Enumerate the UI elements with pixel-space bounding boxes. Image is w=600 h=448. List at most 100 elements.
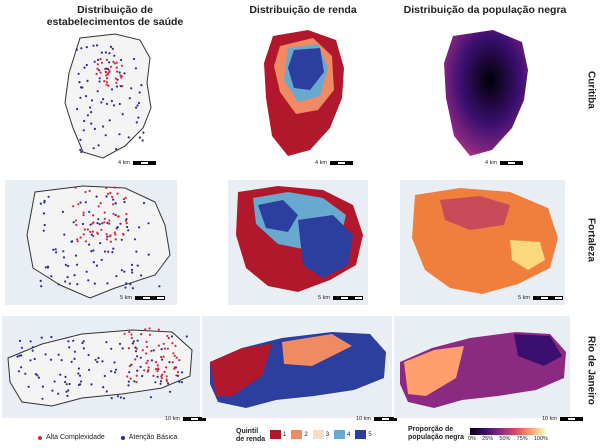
facility-high-marker [157,344,160,347]
facility-basic-marker [61,210,64,213]
facility-high-marker [79,236,82,239]
facility-basic-marker [83,119,86,123]
facility-basic-marker [73,357,76,360]
scale-rio-income: 10 km [356,416,397,422]
facility-high-marker [113,231,116,234]
facility-basic-marker [68,382,71,386]
facility-high-marker [103,217,106,220]
facility-basic-marker [44,353,47,356]
facility-basic-marker [95,264,98,267]
facility-basic-marker [55,251,58,254]
facility-basic-marker [100,258,103,261]
legend-high-label: Alta Complexidade [46,434,105,441]
facility-basic-marker [128,371,131,374]
facility-basic-marker [110,88,114,91]
facility-basic-marker [112,247,115,250]
facility-high-marker [105,186,108,190]
facility-basic-marker [68,346,71,349]
facility-basic-marker [133,238,137,241]
facility-basic-marker [121,347,124,350]
facility-basic-marker [87,353,90,357]
facility-high-marker [76,240,79,243]
facility-basic-marker [168,361,171,364]
facility-high-marker [105,74,108,77]
map-rio-income [202,316,392,418]
facility-high-marker [127,347,130,350]
scale-rio-black: 10 km [542,416,583,422]
facility-high-marker [148,327,151,330]
facility-basic-marker [118,71,121,74]
facility-basic-marker [95,195,98,198]
facility-high-marker [165,375,168,378]
facility-high-marker [125,222,128,225]
facility-high-marker [176,371,180,374]
facility-high-marker [108,70,111,73]
facility-basic-marker [102,98,105,101]
facility-basic-marker [96,90,99,93]
facility-basic-marker [102,125,105,128]
facility-basic-marker [41,397,44,400]
facility-high-marker [84,190,87,194]
facility-basic-marker [136,369,139,372]
facility-basic-marker [82,129,85,132]
map-curitiba-income [258,28,348,160]
quintile-swatch-icon [334,430,346,439]
facility-high-marker [89,230,92,233]
facility-basic-marker [105,341,108,344]
legend-black-ticks: 0% 25% 50% 75% 100% [468,436,548,442]
facility-basic-marker [79,201,82,204]
facility-high-marker [171,342,174,345]
facility-basic-marker [20,354,23,357]
facility-high-marker [160,377,163,380]
facility-basic-marker [135,121,138,124]
column-title-income: Distribuição de renda [249,4,357,16]
facility-high-marker [178,359,181,362]
facility-basic-marker [18,354,21,357]
facility-high-marker [105,77,109,80]
facility-basic-marker [105,102,108,105]
facility-basic-marker [141,139,144,142]
facility-high-marker [123,332,126,335]
facility-high-marker [105,58,108,61]
facility-basic-marker [138,136,141,139]
facility-basic-marker [90,111,93,114]
facility-basic-marker [92,147,95,150]
facility-basic-marker [98,223,101,226]
facility-high-marker [160,375,163,378]
scale-rio-health: 10 km [165,416,206,422]
facility-basic-marker [39,279,42,282]
facility-basic-marker [180,381,183,384]
facility-high-marker [104,67,107,71]
facility-basic-marker [92,261,95,264]
facility-basic-marker [103,374,106,378]
facility-basic-marker [110,99,113,103]
facility-basic-marker [78,374,82,377]
legend-basic-label: Atenção Básica [128,434,178,441]
facility-basic-marker [139,365,142,368]
facility-high-marker [175,356,178,359]
facility-basic-marker [104,134,107,137]
facility-basic-marker [63,233,66,236]
facility-basic-marker [97,144,100,147]
scale-curitiba-health: 4 km [118,160,156,166]
dot-high-icon [38,435,42,440]
facility-basic-marker [29,359,32,362]
facility-basic-marker [139,356,142,359]
facility-basic-marker [40,285,43,288]
facility-high-marker [114,238,117,241]
facility-high-marker [92,234,95,238]
facility-high-marker [152,374,155,377]
facility-high-marker [140,333,143,336]
facility-basic-marker [131,271,134,274]
facility-high-marker [145,352,148,355]
facility-basic-marker [87,279,90,282]
legend-basic-care: Atenção Básica [120,434,178,441]
gradient-tick: 75% [516,436,528,442]
facility-basic-marker [98,80,101,83]
quintile-label: 1 [283,431,287,438]
facility-basic-marker [101,222,104,225]
facility-basic-marker [128,97,131,100]
facility-basic-marker [138,226,141,229]
facility-basic-marker [20,346,23,349]
facility-high-marker [77,203,80,206]
